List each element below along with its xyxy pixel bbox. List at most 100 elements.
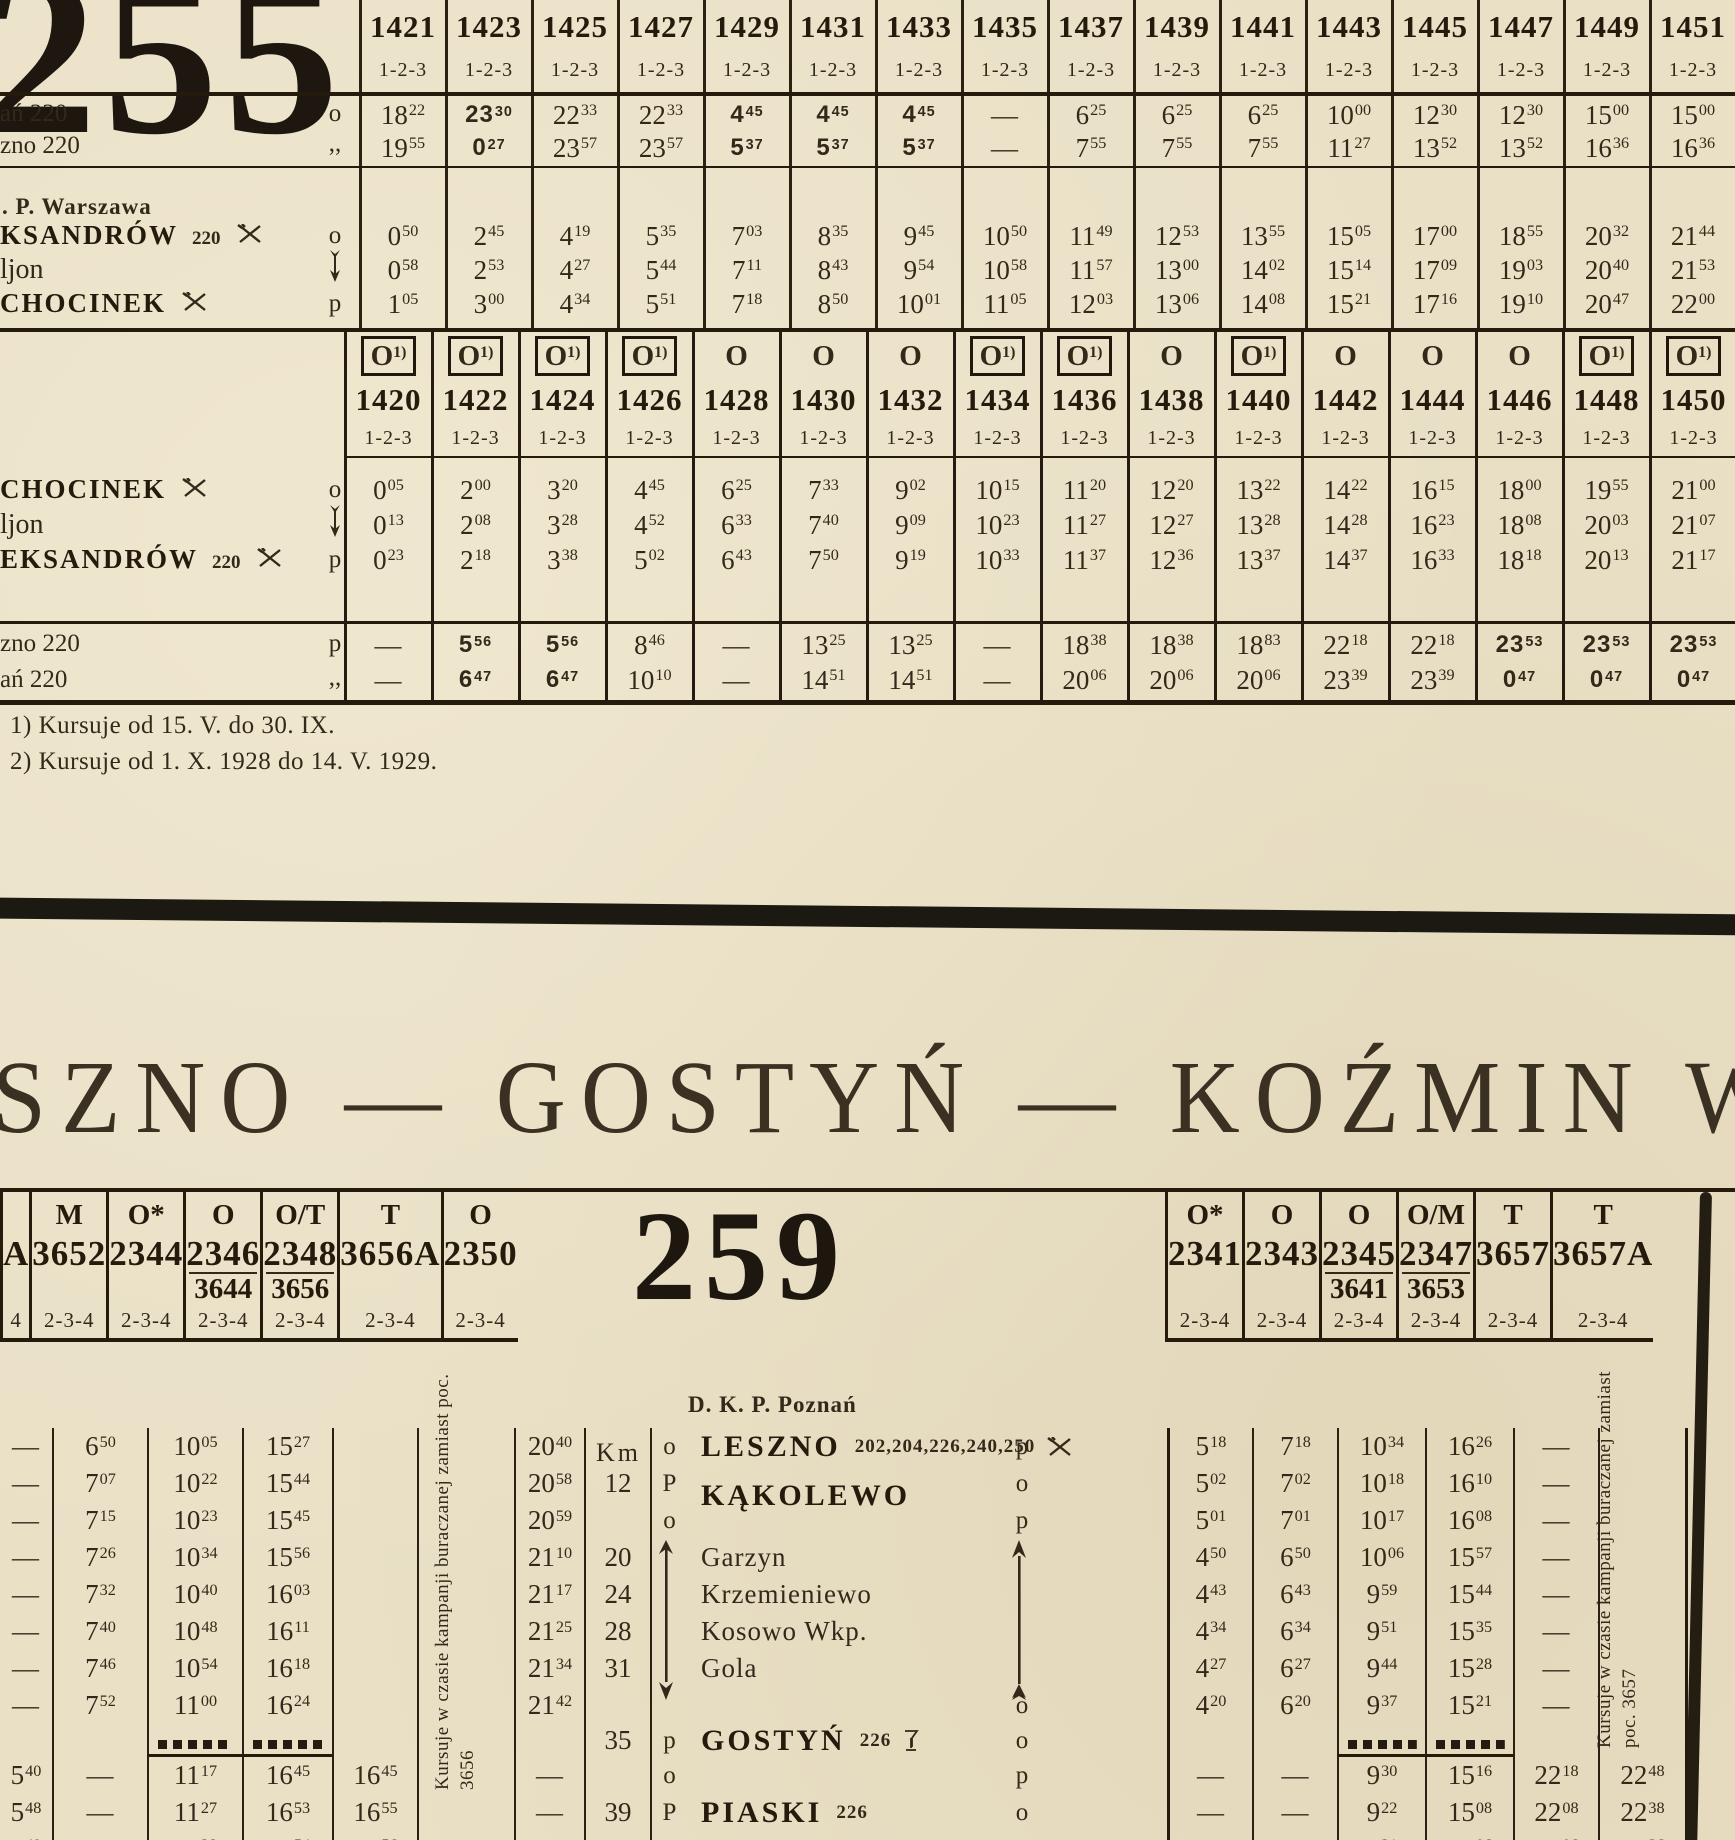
rule <box>345 456 1735 458</box>
time-cell: — <box>374 629 402 660</box>
time-cell: 1322 <box>1236 474 1281 505</box>
time-cell: 1058 <box>982 254 1028 285</box>
marker-depart: o <box>328 100 342 127</box>
time-cell: 1645 <box>242 1757 332 1794</box>
time-cell: 715 <box>52 1502 147 1539</box>
time-cell: 755 <box>1247 132 1279 163</box>
train-class: 1-2-3 <box>1582 426 1631 449</box>
train-class: 1-2-3 <box>1496 58 1546 81</box>
station-label-leszno: zno 220 <box>0 132 80 159</box>
region-label-poznan: D. K. P. Poznań <box>688 1392 857 1417</box>
t259-left-header-band: A 4 M 3652 2-3-4 O* 2344 2-3-4 O 2346 <box>0 1192 518 1342</box>
gap <box>1042 1465 1167 1502</box>
time-cell: 902 <box>895 474 926 505</box>
train-class: 1-2-3 <box>636 58 686 81</box>
time-cell: 1157 <box>1069 254 1113 285</box>
time-cell: — <box>1167 1757 1252 1794</box>
time-cell: 1352 <box>1498 132 1544 163</box>
km-column-label: Km <box>596 1438 641 1467</box>
time-cell: 1618 <box>242 1650 332 1687</box>
time-cell: 944 <box>1337 1650 1425 1687</box>
time-cell: 702 <box>1252 1465 1337 1502</box>
marker-depart: o <box>663 1761 676 1789</box>
time-cell: — <box>514 1757 586 1794</box>
station-name: KĄKOLEWO <box>701 1478 911 1512</box>
divider-cell <box>1167 1724 1252 1757</box>
time-cell: 537 <box>902 134 936 161</box>
odd-train-numbers-row: 1421 1423 1425 1427 1429 1431 1433 1435 … <box>360 2 1735 52</box>
time-cell: 625 <box>1247 99 1279 130</box>
time-cell: 701 <box>1252 1502 1337 1539</box>
arrow-up-icon <box>1008 1540 1030 1705</box>
time-cell <box>332 1650 417 1687</box>
marker-ditto: ,, <box>328 664 342 691</box>
time-cell: — <box>1513 1613 1598 1650</box>
time-cell: 835 <box>817 220 849 251</box>
train-number: 1431 <box>800 9 866 44</box>
time-cell: 2117 <box>1671 544 1716 575</box>
time-cell: 1808 <box>1497 509 1542 540</box>
km-cell: 28 <box>586 1613 652 1650</box>
times-row: 013 208 328 452 633 740 909 1023 1127 12… <box>345 508 1735 542</box>
time-cell <box>417 1650 514 1687</box>
marker-depart: o <box>1015 1469 1029 1497</box>
times-row: 005 200 320 445 625 733 902 1015 1120 12… <box>345 473 1735 507</box>
time-cell: 556 <box>545 631 580 658</box>
time-cell: 1818 <box>1497 544 1542 575</box>
time-cell: 1127 <box>1327 132 1371 163</box>
train-class: 1-2-3 <box>1147 426 1196 449</box>
time-cell <box>417 1576 514 1613</box>
time-cell: 733 <box>808 474 839 505</box>
time-cell: 1149 <box>1069 220 1113 251</box>
km-cell <box>586 1687 652 1724</box>
divider-cell <box>332 1724 417 1757</box>
time-cell: 650 <box>1252 1539 1337 1576</box>
time-cell: — <box>1252 1757 1337 1794</box>
time-cell: 328 <box>547 509 578 540</box>
km-cell: 39 <box>586 1794 652 1831</box>
train-class: 1-2-3 <box>808 58 858 81</box>
t259-row-gostyn-o: 540—1117 1645 1645— o p — —930 1516 2218 2248 <box>0 1757 1700 1794</box>
marker-arrive: p <box>663 1726 676 1754</box>
time-cell <box>332 1613 417 1650</box>
time-cell: 2144 <box>1670 220 1716 251</box>
time-cell: 1557 <box>1425 1539 1513 1576</box>
t259-header-column: O 2346 3644 2-3-4 <box>183 1192 260 1338</box>
time-cell: 1203 <box>1068 288 1114 319</box>
train-class: 1-2-3 <box>378 58 428 81</box>
km-cell <box>586 1428 652 1465</box>
gap <box>1042 1757 1167 1794</box>
time-cell: 1006 <box>1337 1539 1425 1576</box>
time-cell: 1822 <box>380 99 426 130</box>
station-label-aleksandrow: KSANDRÓW 220 <box>0 220 263 251</box>
t259-header-column: T 3657A 2-3-4 <box>1550 1192 1653 1338</box>
time-cell <box>417 1831 514 1840</box>
divider-cell <box>1598 1724 1688 1757</box>
time-cell: 1100 <box>147 1687 242 1724</box>
time-cell: 1253 <box>1154 220 1200 251</box>
time-cell: 2142 <box>514 1687 586 1724</box>
time-cell: 1048 <box>147 1613 242 1650</box>
frequency-mark: O1) <box>1563 336 1650 376</box>
frequency-mark: O1) <box>1650 336 1735 376</box>
time-cell <box>417 1687 514 1724</box>
time-cell: 1527 <box>242 1428 332 1465</box>
train-number: 1425 <box>542 9 608 44</box>
time-cell: 434 <box>1167 1613 1252 1650</box>
t259-header-column: A 4 <box>0 1192 29 1338</box>
km-cell <box>586 1757 652 1794</box>
time-cell: 1838 <box>1062 629 1107 660</box>
time-cell: 445 <box>902 101 936 128</box>
t259-header-column: T 3657 2-3-4 <box>1473 1192 1550 1338</box>
time-cell: 1500 <box>1584 99 1630 130</box>
time-cell: 502 <box>1167 1465 1252 1502</box>
train-number: 1427 <box>628 9 694 44</box>
marker-depart: o <box>1015 1726 1029 1754</box>
time-cell: 647 <box>458 666 493 693</box>
time-cell: 954 <box>903 254 935 285</box>
train-number: 1421 <box>370 9 436 44</box>
section-divider-bar <box>0 897 1735 936</box>
time-cell: 2206 <box>1513 1831 1598 1840</box>
time-cell <box>417 1502 514 1539</box>
divider-cell <box>514 1724 586 1757</box>
